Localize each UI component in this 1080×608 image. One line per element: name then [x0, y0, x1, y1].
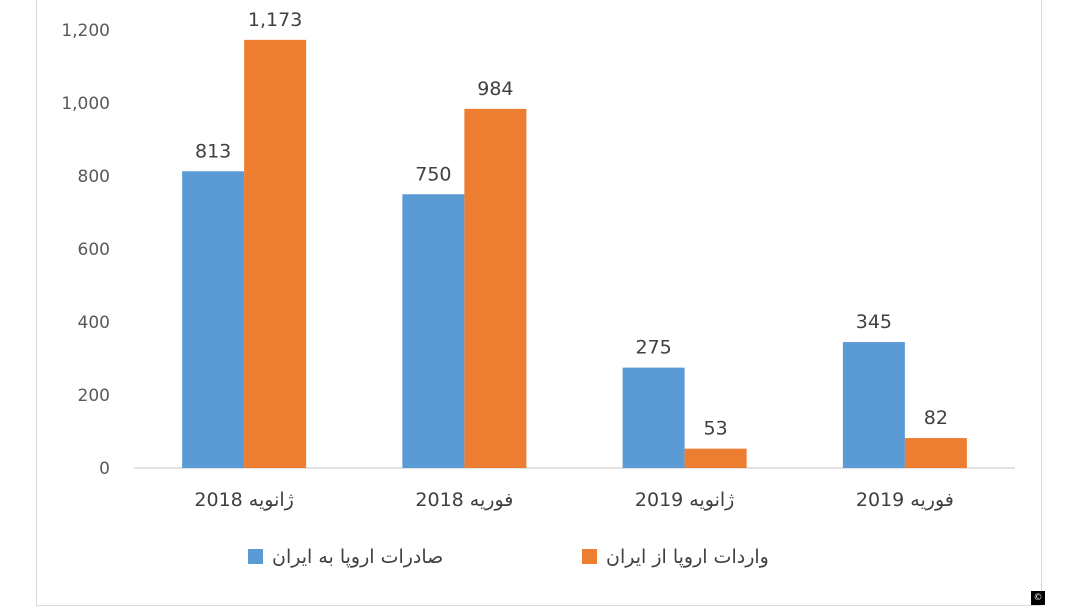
bar	[244, 39, 307, 468]
data-label: 813	[195, 140, 231, 162]
bar	[464, 108, 527, 468]
bar	[402, 194, 465, 468]
legend-swatch	[248, 549, 263, 564]
legend-label: واردات اروپا از ایران	[606, 546, 769, 568]
data-label: 82	[924, 407, 948, 429]
data-label: 345	[856, 311, 892, 333]
y-tick-label: 0	[99, 459, 110, 479]
x-tick-label: ژانویه 2019	[635, 489, 734, 511]
y-tick-label: 400	[78, 313, 110, 333]
data-label: 53	[704, 418, 728, 440]
bar	[904, 438, 967, 468]
y-tick-label: 200	[78, 386, 110, 406]
y-tick-label: 1,200	[61, 21, 110, 41]
legend-label: صادرات اروپا به ایران	[272, 546, 443, 568]
x-tick-label: فوریه 2018	[415, 489, 513, 511]
bar	[182, 171, 245, 468]
data-label: 1,173	[248, 9, 302, 31]
y-tick-label: 800	[78, 167, 110, 187]
y-tick-label: 600	[78, 240, 110, 260]
y-tick-label: 1,000	[61, 94, 110, 114]
x-tick-label: فوریه 2019	[856, 489, 954, 511]
legend-swatch	[582, 549, 597, 564]
bar	[622, 367, 685, 468]
copyright-badge: ©	[1031, 591, 1045, 605]
data-label: 275	[635, 337, 671, 359]
data-label: 750	[415, 163, 451, 185]
bar	[842, 342, 905, 468]
bar	[684, 448, 747, 468]
x-tick-label: ژانویه 2018	[194, 489, 293, 511]
data-label: 984	[477, 78, 513, 100]
